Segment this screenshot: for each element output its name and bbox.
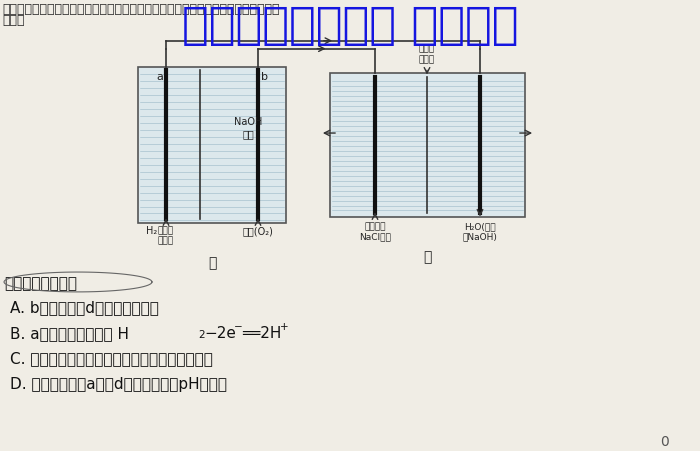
Text: 利用氢氧燃料电池作为电源应用于氯碱工业的原理如图所示，图中所有电极均为石墨: 利用氢氧燃料电池作为电源应用于氯碱工业的原理如图所示，图中所有电极均为石墨 bbox=[2, 3, 279, 16]
Text: 阳离子
交换膜: 阳离子 交换膜 bbox=[158, 226, 174, 245]
Text: A. b极为正极，d极发生氧化反应: A. b极为正极，d极发生氧化反应 bbox=[10, 299, 159, 314]
Bar bbox=[138, 67, 286, 224]
Text: C. 甲、乙中阳离子均从左向右通过阳离子交换膜: C. 甲、乙中阳离子均从左向右通过阳离子交换膜 bbox=[10, 351, 213, 366]
Text: 乙: 乙 bbox=[424, 250, 432, 264]
Text: H₂O(含少
量NaOH): H₂O(含少 量NaOH) bbox=[463, 222, 498, 241]
Text: ══2H: ══2H bbox=[242, 325, 281, 340]
Text: 阳离子
交换膜: 阳离子 交换膜 bbox=[419, 45, 435, 64]
Text: b: b bbox=[260, 72, 267, 82]
Text: 2: 2 bbox=[198, 329, 204, 339]
Text: 甲: 甲 bbox=[208, 256, 216, 270]
Text: 下列说法正确的是: 下列说法正确的是 bbox=[4, 276, 77, 290]
Text: NaOH
溶液: NaOH 溶液 bbox=[234, 117, 262, 138]
Text: 微信公众号关注： 趣找答案: 微信公众号关注： 趣找答案 bbox=[182, 4, 518, 47]
Text: +: + bbox=[280, 321, 288, 331]
Text: B. a极的电极反应式为 H: B. a极的电极反应式为 H bbox=[10, 325, 129, 340]
Text: 精制饱和
NaCl溶液: 精制饱和 NaCl溶液 bbox=[359, 222, 391, 241]
Text: a: a bbox=[157, 72, 163, 82]
Text: −: − bbox=[234, 321, 243, 331]
Text: 0: 0 bbox=[660, 434, 668, 448]
Text: H₂: H₂ bbox=[146, 226, 158, 236]
Bar bbox=[330, 74, 525, 218]
Text: −2e: −2e bbox=[204, 325, 236, 340]
Text: D. 一段时间后，a极和d极附近溶液的pH均增大: D. 一段时间后，a极和d极附近溶液的pH均增大 bbox=[10, 377, 227, 391]
Text: 空气(O₂): 空气(O₂) bbox=[243, 226, 274, 236]
Text: 电极。: 电极。 bbox=[2, 14, 25, 27]
